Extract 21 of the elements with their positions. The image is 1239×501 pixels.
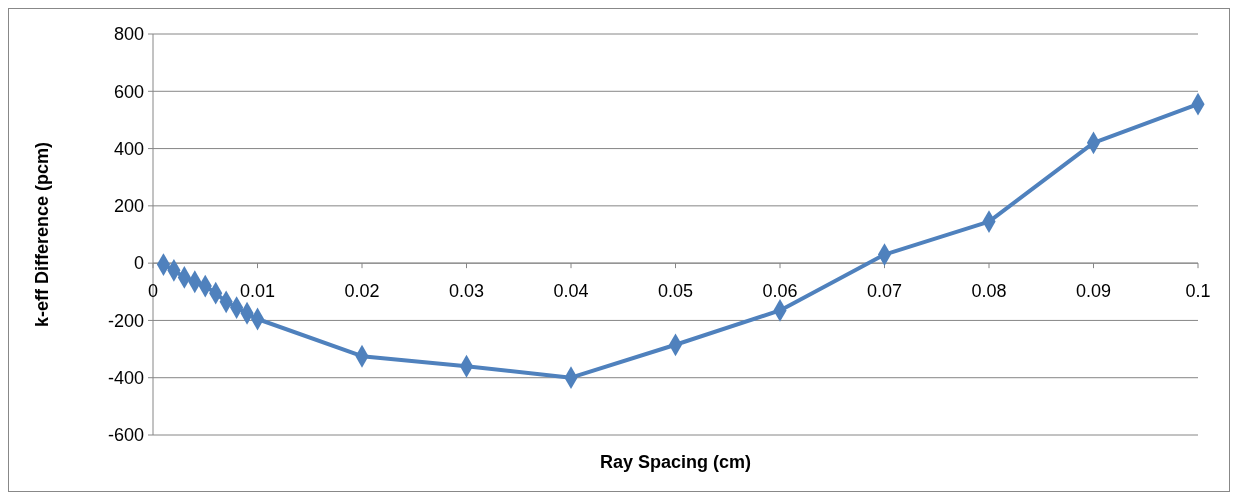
x-tick-label: 0.07 bbox=[866, 281, 903, 302]
x-tick-label: 0.05 bbox=[657, 281, 694, 302]
y-tick-label: 400 bbox=[113, 138, 144, 159]
x-tick-label: 0.1 bbox=[1185, 281, 1211, 302]
y-tick-label: -600 bbox=[107, 425, 144, 446]
x-tick-label: 0.06 bbox=[762, 281, 798, 302]
x-tick-label: 0.04 bbox=[553, 281, 589, 302]
y-tick-label: -200 bbox=[107, 310, 144, 331]
x-tick-label: 0.01 bbox=[239, 281, 276, 302]
x-tick-label: 0.03 bbox=[448, 281, 485, 302]
y-axis-title: k-eff Difference (pcm) bbox=[32, 141, 52, 328]
x-tick-label: 0 bbox=[147, 281, 159, 302]
y-tick-label: -400 bbox=[107, 368, 144, 389]
y-tick-label: 800 bbox=[113, 24, 144, 45]
x-tick-label: 0.08 bbox=[971, 281, 1007, 302]
x-tick-label: 0.09 bbox=[1075, 281, 1112, 302]
x-tick-label: 0.02 bbox=[344, 281, 380, 302]
y-tick-label: 0 bbox=[133, 253, 144, 274]
x-axis-title: Ray Spacing (cm) bbox=[599, 452, 752, 472]
y-tick-label: 200 bbox=[113, 196, 144, 217]
y-tick-label: 600 bbox=[113, 81, 144, 102]
